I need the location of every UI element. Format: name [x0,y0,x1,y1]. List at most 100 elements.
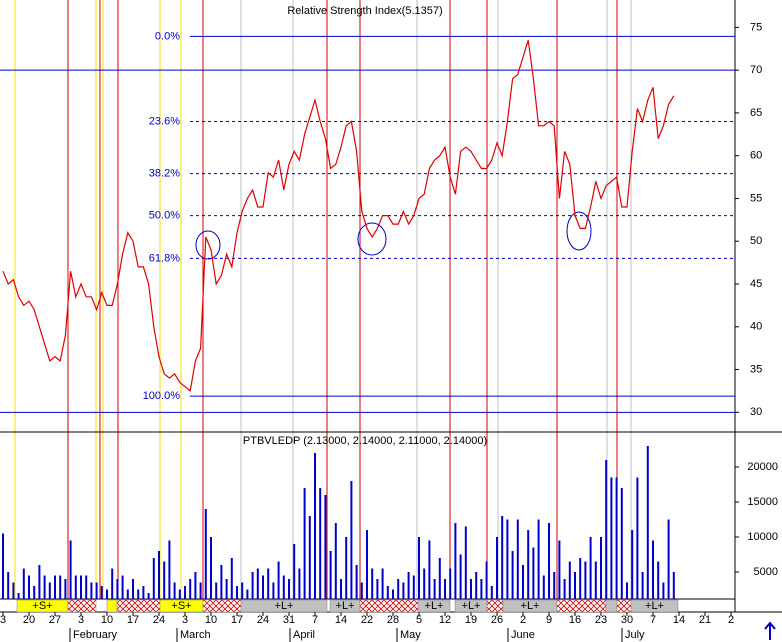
volume-bar [12,582,15,599]
annotation-circle [566,211,592,251]
volume-bar [355,565,358,599]
volume-bar [85,575,88,599]
volume-bar [80,575,82,599]
volume-bar [230,558,233,599]
volume-bar [194,572,197,599]
volume-bar [303,488,306,599]
volume-bar [589,537,592,599]
signal-label: +L+ [336,600,355,612]
volume-bar [314,453,316,599]
volume-bar [620,488,623,599]
x-tick-label: 28 [387,614,399,626]
volume-bar [168,540,171,599]
signal-segment [106,599,118,613]
chart-title: Relative Strength Index(5.1357) [287,5,442,17]
x-tick-label: 5 [416,614,422,626]
y-tick-label: 5000 [754,566,778,578]
volume-bar [74,575,77,599]
y-tick-label: 75 [750,21,762,33]
volume-bar [293,544,296,599]
volume-title: PTBVLEDP (2.13000, 2.14000, 2.11000, 2.1… [243,435,487,447]
volume-bar [256,568,259,599]
month-label: February [73,629,118,641]
annotation-circle [357,222,387,256]
volume-bar [116,579,119,599]
volume-bar [345,537,348,599]
month-label: June [511,629,535,641]
volume-bar [433,579,436,599]
volume-bar [298,568,301,599]
signal-segment [556,599,607,613]
y-tick-label: 10000 [747,531,778,543]
volume-bar [106,589,108,599]
y-tick-label: 15000 [747,496,778,508]
y-tick-label: 30 [750,406,762,418]
x-tick-label: 17 [231,614,243,626]
y-tick-label: 65 [750,107,762,119]
volume-bar [267,568,270,599]
volume-bar [662,582,665,599]
volume-bar [563,579,566,599]
x-tick-label: 7 [650,614,656,626]
x-tick-label: 21 [699,614,711,626]
rsi-line [2,40,675,393]
volume-bar [631,530,634,599]
fib-label: 38.2% [149,168,180,180]
volume-bar [111,568,114,599]
signal-label: +L+ [425,600,444,612]
volume-bar [392,589,394,599]
month-label: July [625,629,645,641]
x-tick-label: 9 [546,614,552,626]
x-tick-label: 20 [23,614,35,626]
volume-bar [69,540,72,599]
volume-bar [163,561,166,599]
signal-label: +L+ [645,600,664,612]
volume-bar [454,523,457,599]
panel-frame [0,0,782,613]
volume-bar [412,575,415,599]
fib-label: 23.6% [149,115,180,127]
signal-label: +L+ [521,600,540,612]
volume-bar [537,519,540,599]
signal-segment [417,599,451,613]
volume-bar [178,589,181,599]
volume-bar [100,586,103,599]
volume-bar [2,533,4,599]
volume-bar [90,582,93,599]
x-tick-label: 24 [153,614,165,626]
volume-bar [381,568,384,599]
scroll-arrow[interactable] [764,621,776,640]
signal-segment [486,599,504,613]
volume-bar [558,540,561,599]
x-tick-label: 19 [465,614,477,626]
volume-bar [641,572,644,599]
x-tick-label: 2 [520,614,526,626]
volume-bar [204,509,207,599]
volume-bar [132,579,134,599]
x-tick-label: 14 [673,614,685,626]
volume-bar [600,537,602,599]
volume-bar [501,516,504,599]
volume-bar [43,575,46,599]
volume-bar [350,481,353,599]
y-tick-label: 70 [750,64,762,76]
x-tick-label: 14 [335,614,347,626]
volume-bar [329,551,332,599]
volume-bar [241,582,244,599]
signal-segment [605,599,618,613]
volume-bar [366,530,368,599]
volume-bar [340,579,342,599]
volume-bar [152,558,155,599]
volume-bar [33,586,36,599]
volume-bar [615,477,618,599]
volume-bar [449,568,452,599]
volume-bar [319,488,322,599]
y-tick-label: 60 [750,150,762,162]
volume-bar [210,537,212,599]
volume-bar [485,561,488,599]
month-label: April [293,629,315,641]
volume-bar [542,575,545,599]
volume-bar [48,582,51,599]
volume-bar [282,575,285,599]
volume-bar [475,572,478,599]
